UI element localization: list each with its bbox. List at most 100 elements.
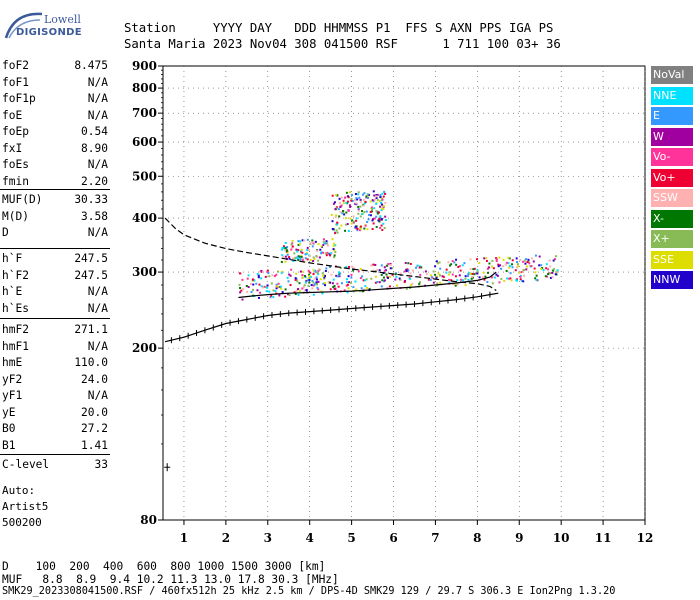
param-name: foEp (2, 125, 29, 138)
param-value: 110.0 (74, 356, 108, 369)
x-tick-label: 4 (306, 531, 314, 545)
param-value: 27.2 (81, 422, 108, 435)
legend-item: E (651, 107, 693, 125)
param-value: 8.475 (74, 59, 108, 72)
x-tick-label: 12 (637, 531, 654, 545)
logo-text-lowell: Lowell (44, 13, 81, 26)
param-name: hmF2 (2, 323, 29, 336)
param-row: h`F 247.5 (2, 252, 108, 267)
y-tick-label: 600 (132, 135, 157, 149)
param-name: fxI (2, 141, 23, 155)
x-tick-label: 8 (473, 531, 481, 545)
x-tick-label: 6 (389, 531, 397, 545)
param-name: hmE (2, 356, 23, 369)
param-value: 1.41 (81, 438, 108, 452)
legend-item: Vo- (651, 148, 693, 166)
param-name: foF2 (2, 59, 29, 72)
param-name: h`F2 (2, 268, 29, 282)
y-tick-label: 500 (132, 169, 157, 183)
legend-item: NNW (651, 271, 693, 289)
param-row: fmin 2.20 (2, 175, 108, 190)
param-row: yF2 24.0 (2, 373, 108, 388)
y-tick-label: 900 (132, 59, 157, 73)
param-value: N/A (87, 226, 108, 239)
lowell-digisonde-logo: Lowell DIGISONDE (4, 8, 82, 42)
y-tick-label: 80 (140, 513, 157, 527)
legend-item: NoVal (651, 66, 693, 84)
param-name: yF2 (2, 372, 23, 386)
param-value: N/A (87, 75, 108, 89)
legend-item: W (651, 127, 693, 146)
param-row: M(D) 3.58 (2, 210, 108, 225)
param-value: 247.5 (74, 252, 108, 265)
param-row: hmF2 271.1 (2, 323, 108, 338)
param-value: N/A (87, 108, 108, 122)
x-tick-label: 7 (431, 531, 439, 545)
param-separator (0, 454, 110, 455)
param-value: N/A (87, 158, 108, 171)
param-row: h`E N/A (2, 285, 108, 300)
param-row: foEs N/A (2, 158, 108, 173)
trace-curve-line (238, 271, 497, 299)
param-value: 30.33 (74, 193, 108, 206)
true-height-profile-line (164, 217, 497, 292)
x-tick-label: 2 (222, 531, 230, 545)
param-row: foE N/A (2, 109, 108, 124)
param-row: foF1p N/A (2, 92, 108, 107)
x-tick-label: 5 (347, 531, 355, 545)
param-name: yF1 (2, 389, 23, 402)
x-tick-label: 11 (595, 531, 612, 545)
x-tick-label: 9 (515, 531, 523, 545)
param-separator (0, 189, 110, 190)
param-row: C-level 33 (2, 458, 108, 473)
param-name: D (2, 226, 9, 239)
param-row: h`Es N/A (2, 302, 108, 317)
param-row: h`F2 247.5 (2, 269, 108, 284)
autoscaler-name: Artist5 (2, 500, 49, 513)
param-value: N/A (87, 92, 108, 105)
file-info-footer: SMK29_2023308041500.RSF / 460fx512h 25 k… (2, 586, 616, 597)
distance-row: D 100 200 400 600 800 1000 1500 3000 [km… (2, 560, 326, 573)
param-value: 247.5 (74, 268, 108, 282)
y-tick-label: 700 (132, 106, 157, 120)
y-tick-label: 300 (132, 265, 157, 279)
param-value: 3.58 (81, 209, 108, 223)
plot-frame (162, 65, 646, 521)
param-value: 0.54 (81, 125, 108, 138)
x-tick-label: 10 (553, 531, 570, 545)
param-row: yE 20.0 (2, 406, 108, 421)
param-name: M(D) (2, 209, 29, 223)
param-value: 271.1 (74, 323, 108, 336)
param-name: fmin (2, 174, 29, 188)
param-row: yF1 N/A (2, 389, 108, 404)
muf-row: MUF 8.8 8.9 9.4 10.2 11.3 13.0 17.8 30.3… (2, 573, 339, 586)
autoscaler-version: 500200 (2, 516, 42, 529)
legend-item: X- (651, 209, 693, 228)
param-name: C-level (2, 458, 50, 471)
param-name: foE (2, 108, 23, 122)
param-value: 33 (94, 458, 108, 471)
param-row: foF1 N/A (2, 76, 108, 91)
virtual-height-trace-line (164, 292, 499, 343)
param-value: N/A (87, 285, 108, 298)
legend-item: SSW (651, 189, 693, 207)
param-name: h`F (2, 252, 23, 265)
param-name: foEs (2, 158, 29, 171)
param-separator (0, 248, 110, 249)
param-row: MUF(D) 30.33 (2, 193, 108, 208)
header-labels-row: Station YYYY DAY DDD HHMMSS P1 FFS S AXN… (124, 21, 554, 35)
param-row: hmE 110.0 (2, 356, 108, 371)
param-value: 20.0 (81, 405, 108, 419)
param-value: N/A (87, 389, 108, 402)
x-tick-label: 1 (180, 531, 188, 545)
param-row: B1 1.41 (2, 439, 108, 454)
param-row: hmF1 N/A (2, 340, 108, 355)
logo-text-digisonde: DIGISONDE (16, 27, 82, 38)
param-name: B1 (2, 438, 16, 452)
echo-traces (238, 190, 559, 301)
y-tick-label: 800 (132, 81, 157, 95)
legend-item: Vo+ (651, 168, 693, 187)
header-values-row: Santa Maria 2023 Nov04 308 041500 RSF 1 … (124, 37, 561, 51)
